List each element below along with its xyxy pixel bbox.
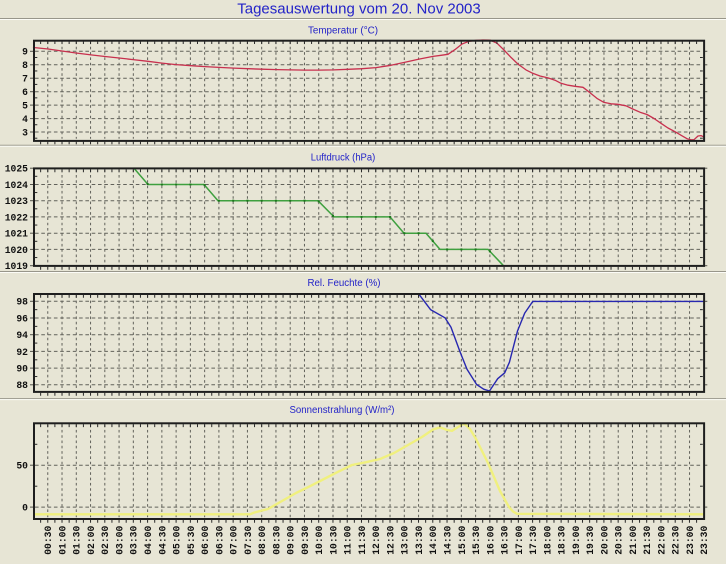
svg-text:50: 50 <box>16 461 28 472</box>
svg-text:1021: 1021 <box>5 229 28 240</box>
svg-text:01:30: 01:30 <box>72 526 83 555</box>
svg-text:14:30: 14:30 <box>442 526 453 555</box>
svg-text:11:00: 11:00 <box>343 526 354 555</box>
svg-text:07:00: 07:00 <box>229 526 240 555</box>
svg-text:1019: 1019 <box>5 261 28 272</box>
svg-text:09:30: 09:30 <box>300 526 311 555</box>
svg-text:19:00: 19:00 <box>571 526 582 555</box>
svg-text:0: 0 <box>22 503 28 514</box>
svg-text:88: 88 <box>16 380 28 391</box>
svg-text:4: 4 <box>22 114 28 125</box>
svg-text:92: 92 <box>16 347 28 358</box>
svg-text:03:00: 03:00 <box>114 526 125 555</box>
svg-text:1025: 1025 <box>5 164 28 175</box>
svg-text:9: 9 <box>22 47 28 58</box>
svg-text:1023: 1023 <box>5 196 28 207</box>
svg-text:14:00: 14:00 <box>428 526 439 555</box>
svg-text:06:30: 06:30 <box>214 526 225 555</box>
svg-text:23:30: 23:30 <box>699 526 710 555</box>
svg-text:12:30: 12:30 <box>385 526 396 555</box>
svg-text:15:30: 15:30 <box>471 526 482 555</box>
svg-text:90: 90 <box>16 364 28 375</box>
svg-text:03:30: 03:30 <box>129 526 140 555</box>
svg-text:1020: 1020 <box>5 245 28 256</box>
svg-text:19:30: 19:30 <box>585 526 596 555</box>
svg-text:08:00: 08:00 <box>257 526 268 555</box>
svg-text:00:30: 00:30 <box>43 526 54 555</box>
svg-text:05:30: 05:30 <box>186 526 197 555</box>
svg-text:3: 3 <box>22 127 28 138</box>
svg-text:02:00: 02:00 <box>86 526 97 555</box>
svg-text:20:00: 20:00 <box>599 526 610 555</box>
svg-text:18:00: 18:00 <box>542 526 553 555</box>
svg-text:22:00: 22:00 <box>656 526 667 555</box>
svg-text:Rel. Feuchte (%): Rel. Feuchte (%) <box>308 278 381 289</box>
svg-text:7: 7 <box>22 74 28 85</box>
svg-text:12:00: 12:00 <box>371 526 382 555</box>
svg-text:08:30: 08:30 <box>271 526 282 555</box>
svg-text:06:00: 06:00 <box>200 526 211 555</box>
svg-text:16:00: 16:00 <box>485 526 496 555</box>
svg-text:09:00: 09:00 <box>286 526 297 555</box>
svg-text:1022: 1022 <box>5 212 28 223</box>
svg-text:23:00: 23:00 <box>685 526 696 555</box>
svg-text:15:00: 15:00 <box>457 526 468 555</box>
svg-text:20:30: 20:30 <box>614 526 625 555</box>
svg-text:21:00: 21:00 <box>628 526 639 555</box>
svg-text:17:00: 17:00 <box>514 526 525 555</box>
svg-text:04:00: 04:00 <box>143 526 154 555</box>
svg-text:94: 94 <box>16 330 28 341</box>
svg-text:1024: 1024 <box>5 180 28 191</box>
svg-text:Luftdruck (hPa): Luftdruck (hPa) <box>311 153 376 164</box>
svg-text:01:00: 01:00 <box>57 526 68 555</box>
svg-text:02:30: 02:30 <box>100 526 111 555</box>
svg-text:Sonnenstrahlung (W/m²): Sonnenstrahlung (W/m²) <box>290 405 395 416</box>
svg-text:21:30: 21:30 <box>642 526 653 555</box>
svg-text:18:30: 18:30 <box>557 526 568 555</box>
svg-text:5: 5 <box>22 101 28 112</box>
svg-text:6: 6 <box>22 87 28 98</box>
svg-text:96: 96 <box>16 313 28 324</box>
svg-text:16:30: 16:30 <box>500 526 511 555</box>
svg-text:Temperatur (°C): Temperatur (°C) <box>308 25 378 36</box>
svg-text:04:30: 04:30 <box>157 526 168 555</box>
svg-text:10:30: 10:30 <box>328 526 339 555</box>
svg-text:22:30: 22:30 <box>671 526 682 555</box>
svg-text:07:30: 07:30 <box>243 526 254 555</box>
svg-text:10:00: 10:00 <box>314 526 325 555</box>
svg-text:Tagesauswertung vom 20. Nov 20: Tagesauswertung vom 20. Nov 2003 <box>237 1 481 18</box>
svg-text:98: 98 <box>16 297 28 308</box>
svg-text:8: 8 <box>22 60 28 71</box>
svg-text:13:30: 13:30 <box>414 526 425 555</box>
svg-text:05:00: 05:00 <box>172 526 183 555</box>
svg-text:17:30: 17:30 <box>528 526 539 555</box>
svg-text:11:30: 11:30 <box>357 526 368 555</box>
svg-text:13:00: 13:00 <box>400 526 411 555</box>
